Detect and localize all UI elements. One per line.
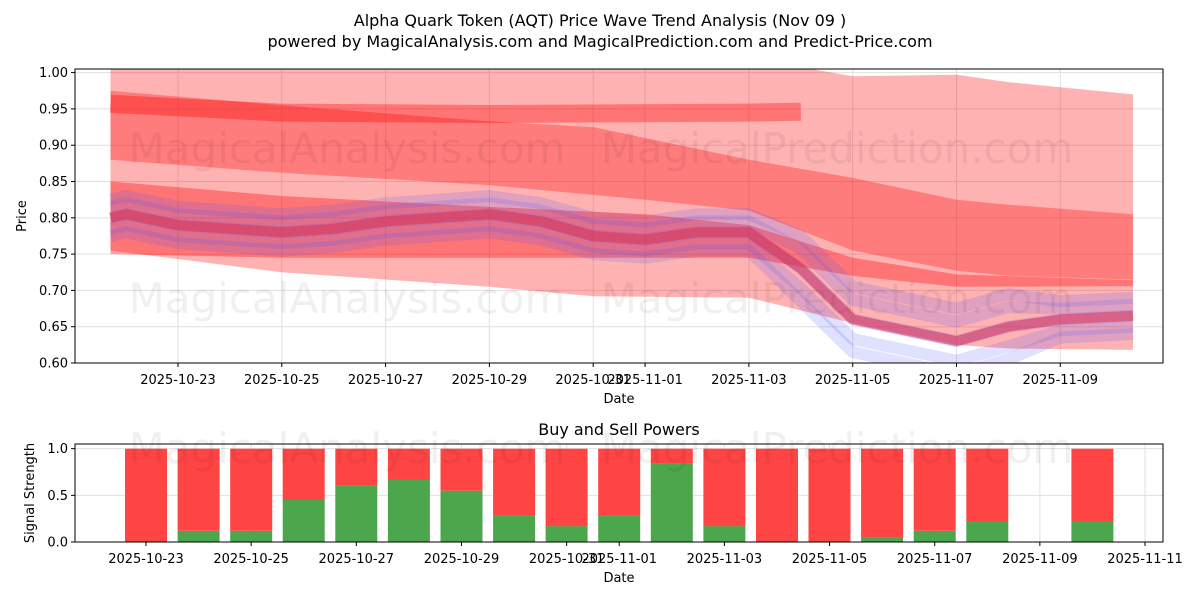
- price-ribbon-1: [109, 219, 1134, 363]
- price-y-tick-label-3: 0.75: [39, 248, 68, 263]
- signal-y-axis: 0.0 0.5 1.0: [47, 442, 75, 551]
- signal-x-tick-label-3: 2025-10-29: [424, 552, 500, 567]
- wave-upper-line: [110, 94, 801, 124]
- watermark-prediction-3: MagicalPrediction.com: [601, 424, 1074, 473]
- sell-bar-2025-10-23: [125, 448, 167, 542]
- signal-y-tick-label-1: 0.5: [47, 489, 68, 504]
- sell-bar-2025-10-31: [545, 448, 588, 527]
- price-x-tick-label-9: 2025-11-09: [1023, 373, 1099, 388]
- signal-chart: Buy and Sell Powers MagicalAnalysis.com …: [23, 420, 1183, 586]
- signal-x-tick-label-5: 2025-11-01: [581, 552, 657, 567]
- sell-bar-2025-10-29: [440, 448, 483, 491]
- price-x-tick-label-1: 2025-10-25: [244, 373, 320, 388]
- price-x-tick-label-8: 2025-11-07: [919, 373, 995, 388]
- signal-chart-title: Buy and Sell Powers: [538, 420, 700, 439]
- price-chart: MagicalAnalysis.com MagicalPrediction.co…: [15, 66, 1164, 407]
- signal-x-tick-label-4: 2025-10-31: [529, 552, 605, 567]
- price-plot-frame: [74, 68, 1164, 364]
- chart-title-line1: Alpha Quark Token (AQT) Price Wave Trend…: [354, 11, 847, 30]
- signal-x-axis-label: Date: [603, 571, 634, 586]
- buy-bar-2025-10-26: [282, 500, 325, 542]
- buy-bar-2025-10-30: [493, 515, 536, 542]
- price-x-tick-label-3: 2025-10-29: [452, 373, 528, 388]
- price-x-tick-label-5: 2025-11-01: [607, 373, 683, 388]
- price-x-tick-label-0: 2025-10-23: [140, 373, 216, 388]
- price-ribbon-3: [109, 197, 1134, 328]
- sell-bar-2025-10-27: [335, 448, 378, 486]
- sell-bar-2025-11-01: [598, 448, 641, 516]
- price-y-axis: 0.60 0.65 0.70 0.75 0.80 0.85 0.90 0.95 1.00: [39, 66, 75, 372]
- price-x-tick-label-7: 2025-11-05: [815, 373, 891, 388]
- sell-bar-2025-11-06: [861, 448, 904, 538]
- sell-bar-2025-11-10: [1071, 448, 1114, 522]
- signal-x-tick-label-6: 2025-11-03: [687, 552, 763, 567]
- chart-title-line2: powered by MagicalAnalysis.com and Magic…: [267, 32, 932, 51]
- price-x-axis-label: Date: [603, 392, 634, 407]
- watermark-analysis-3: MagicalAnalysis.com: [129, 424, 566, 473]
- signal-y-tick-label-2: 1.0: [47, 442, 68, 457]
- sell-bar-2025-10-26: [282, 448, 325, 500]
- signal-x-tick-label-7: 2025-11-05: [792, 552, 868, 567]
- buy-bar-2025-11-07: [913, 530, 956, 542]
- sell-bar-2025-11-02: [650, 448, 693, 464]
- price-y-tick-label-4: 0.80: [39, 211, 68, 226]
- signal-x-tick-label-2: 2025-10-27: [319, 552, 395, 567]
- price-y-tick-label-1: 0.65: [39, 320, 68, 335]
- signal-x-tick-label-9: 2025-11-09: [1002, 552, 1078, 567]
- price-line: [109, 209, 1134, 347]
- watermark-prediction-2: MagicalPrediction.com: [601, 274, 1074, 323]
- price-x-axis: 2025-10-23 2025-10-25 2025-10-27 2025-10-29…: [140, 363, 1098, 388]
- signal-y-tick-label-0: 0.0: [47, 536, 68, 551]
- price-y-tick-label-8: 1.00: [39, 66, 68, 81]
- signal-bars: [125, 448, 1114, 542]
- sell-bar-2025-11-03: [703, 448, 746, 527]
- buy-bar-2025-10-27: [335, 485, 378, 542]
- price-ribbon-4: [109, 190, 1134, 315]
- price-series: [109, 190, 1134, 363]
- sell-bar-2025-11-05: [808, 448, 851, 542]
- price-x-tick-label-2: 2025-10-27: [348, 373, 424, 388]
- sell-bar-2025-10-30: [493, 448, 536, 516]
- price-y-tick-label-6: 0.90: [39, 139, 68, 154]
- sell-bar-2025-10-28: [387, 448, 430, 480]
- price-y-tick-label-2: 0.70: [39, 284, 68, 299]
- signal-x-tick-label-1: 2025-10-25: [213, 552, 289, 567]
- price-y-axis-label: Price: [15, 200, 30, 232]
- price-x-tick-label-4: 2025-10-31: [555, 373, 631, 388]
- signal-x-tick-label-10: 2025-11-11: [1107, 552, 1183, 567]
- watermark-analysis-1: MagicalAnalysis.com: [129, 124, 566, 173]
- sell-bar-2025-11-08: [966, 448, 1009, 522]
- buy-bar-2025-11-02: [650, 463, 693, 542]
- buy-bar-2025-11-10: [1071, 521, 1114, 542]
- sell-bar-2025-11-04: [756, 448, 798, 542]
- price-y-tick-label-5: 0.85: [39, 175, 68, 190]
- price-y-tick-label-7: 0.95: [39, 102, 68, 117]
- sell-bar-2025-11-07: [913, 448, 956, 531]
- buy-bar-2025-11-01: [598, 515, 641, 542]
- signal-x-tick-label-0: 2025-10-23: [108, 552, 184, 567]
- watermark-prediction-1: MagicalPrediction.com: [601, 124, 1074, 173]
- price-x-tick-label-6: 2025-11-03: [711, 373, 787, 388]
- buy-bar-2025-11-03: [703, 526, 746, 542]
- wave-band-1: [110, 90, 1133, 350]
- buy-bar-2025-10-31: [545, 526, 588, 542]
- signal-x-tick-label-8: 2025-11-07: [897, 552, 973, 567]
- wave-band-0: [110, 69, 1133, 280]
- price-ribbon-0: [109, 226, 1134, 363]
- sell-bar-2025-10-24: [177, 448, 220, 531]
- watermark-analysis-2: MagicalAnalysis.com: [129, 274, 566, 323]
- buy-bar-2025-10-29: [440, 490, 483, 542]
- signal-y-axis-label: Signal Strength: [23, 443, 38, 543]
- buy-bar-2025-10-24: [177, 530, 220, 542]
- buy-bar-2025-10-28: [387, 479, 430, 542]
- buy-bar-2025-11-06: [861, 537, 904, 542]
- price-y-tick-label-0: 0.60: [39, 357, 68, 372]
- buy-bar-2025-10-25: [230, 530, 273, 542]
- buy-bar-2025-11-08: [966, 521, 1009, 542]
- signal-x-axis: 2025-10-23 2025-10-25 2025-10-27 2025-10-29…: [108, 542, 1183, 567]
- sell-bar-2025-10-25: [230, 448, 273, 531]
